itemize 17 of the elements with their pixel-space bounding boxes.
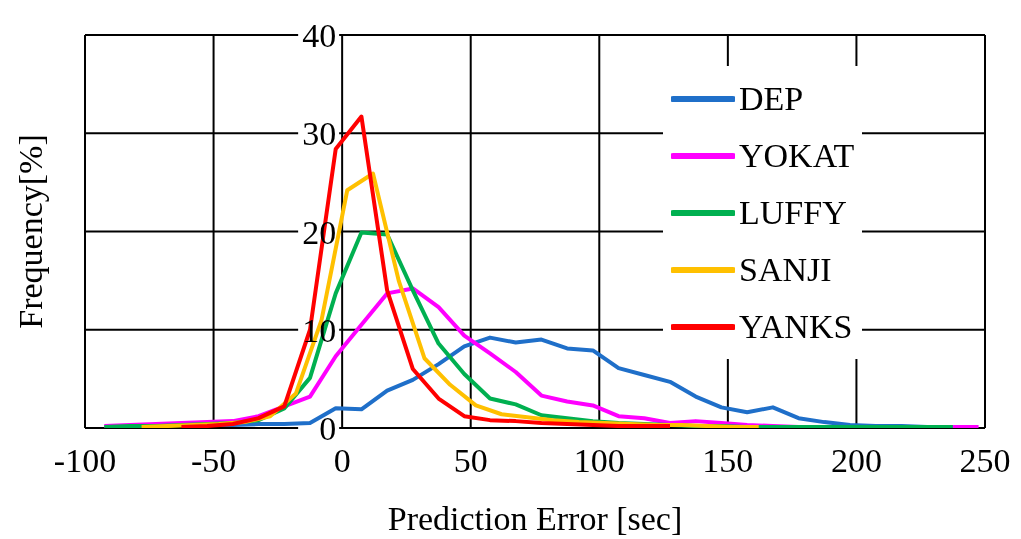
x-tick-label: 100 <box>573 442 625 480</box>
x-tick-label: 250 <box>959 442 1011 480</box>
x-tick-label: -100 <box>53 442 117 480</box>
y-tick-label: 0 <box>319 410 337 447</box>
y-tick-label: 40 <box>302 17 337 54</box>
x-tick-label: 200 <box>830 442 882 480</box>
x-tick-label: -50 <box>190 442 237 480</box>
legend-label: SANJI <box>739 250 832 290</box>
legend-label: LUFFY <box>739 193 847 233</box>
legend-label: YOKAT <box>739 136 855 176</box>
legend-label: DEP <box>739 79 804 119</box>
x-axis-title: Prediction Error [sec] <box>387 500 683 537</box>
y-axis-title: Frequency[%] <box>12 134 49 329</box>
x-tick-label: 50 <box>453 442 488 480</box>
legend-label: YANKS <box>739 307 853 347</box>
x-tick-label: 150 <box>702 442 754 480</box>
y-tick-label: 30 <box>302 115 337 153</box>
